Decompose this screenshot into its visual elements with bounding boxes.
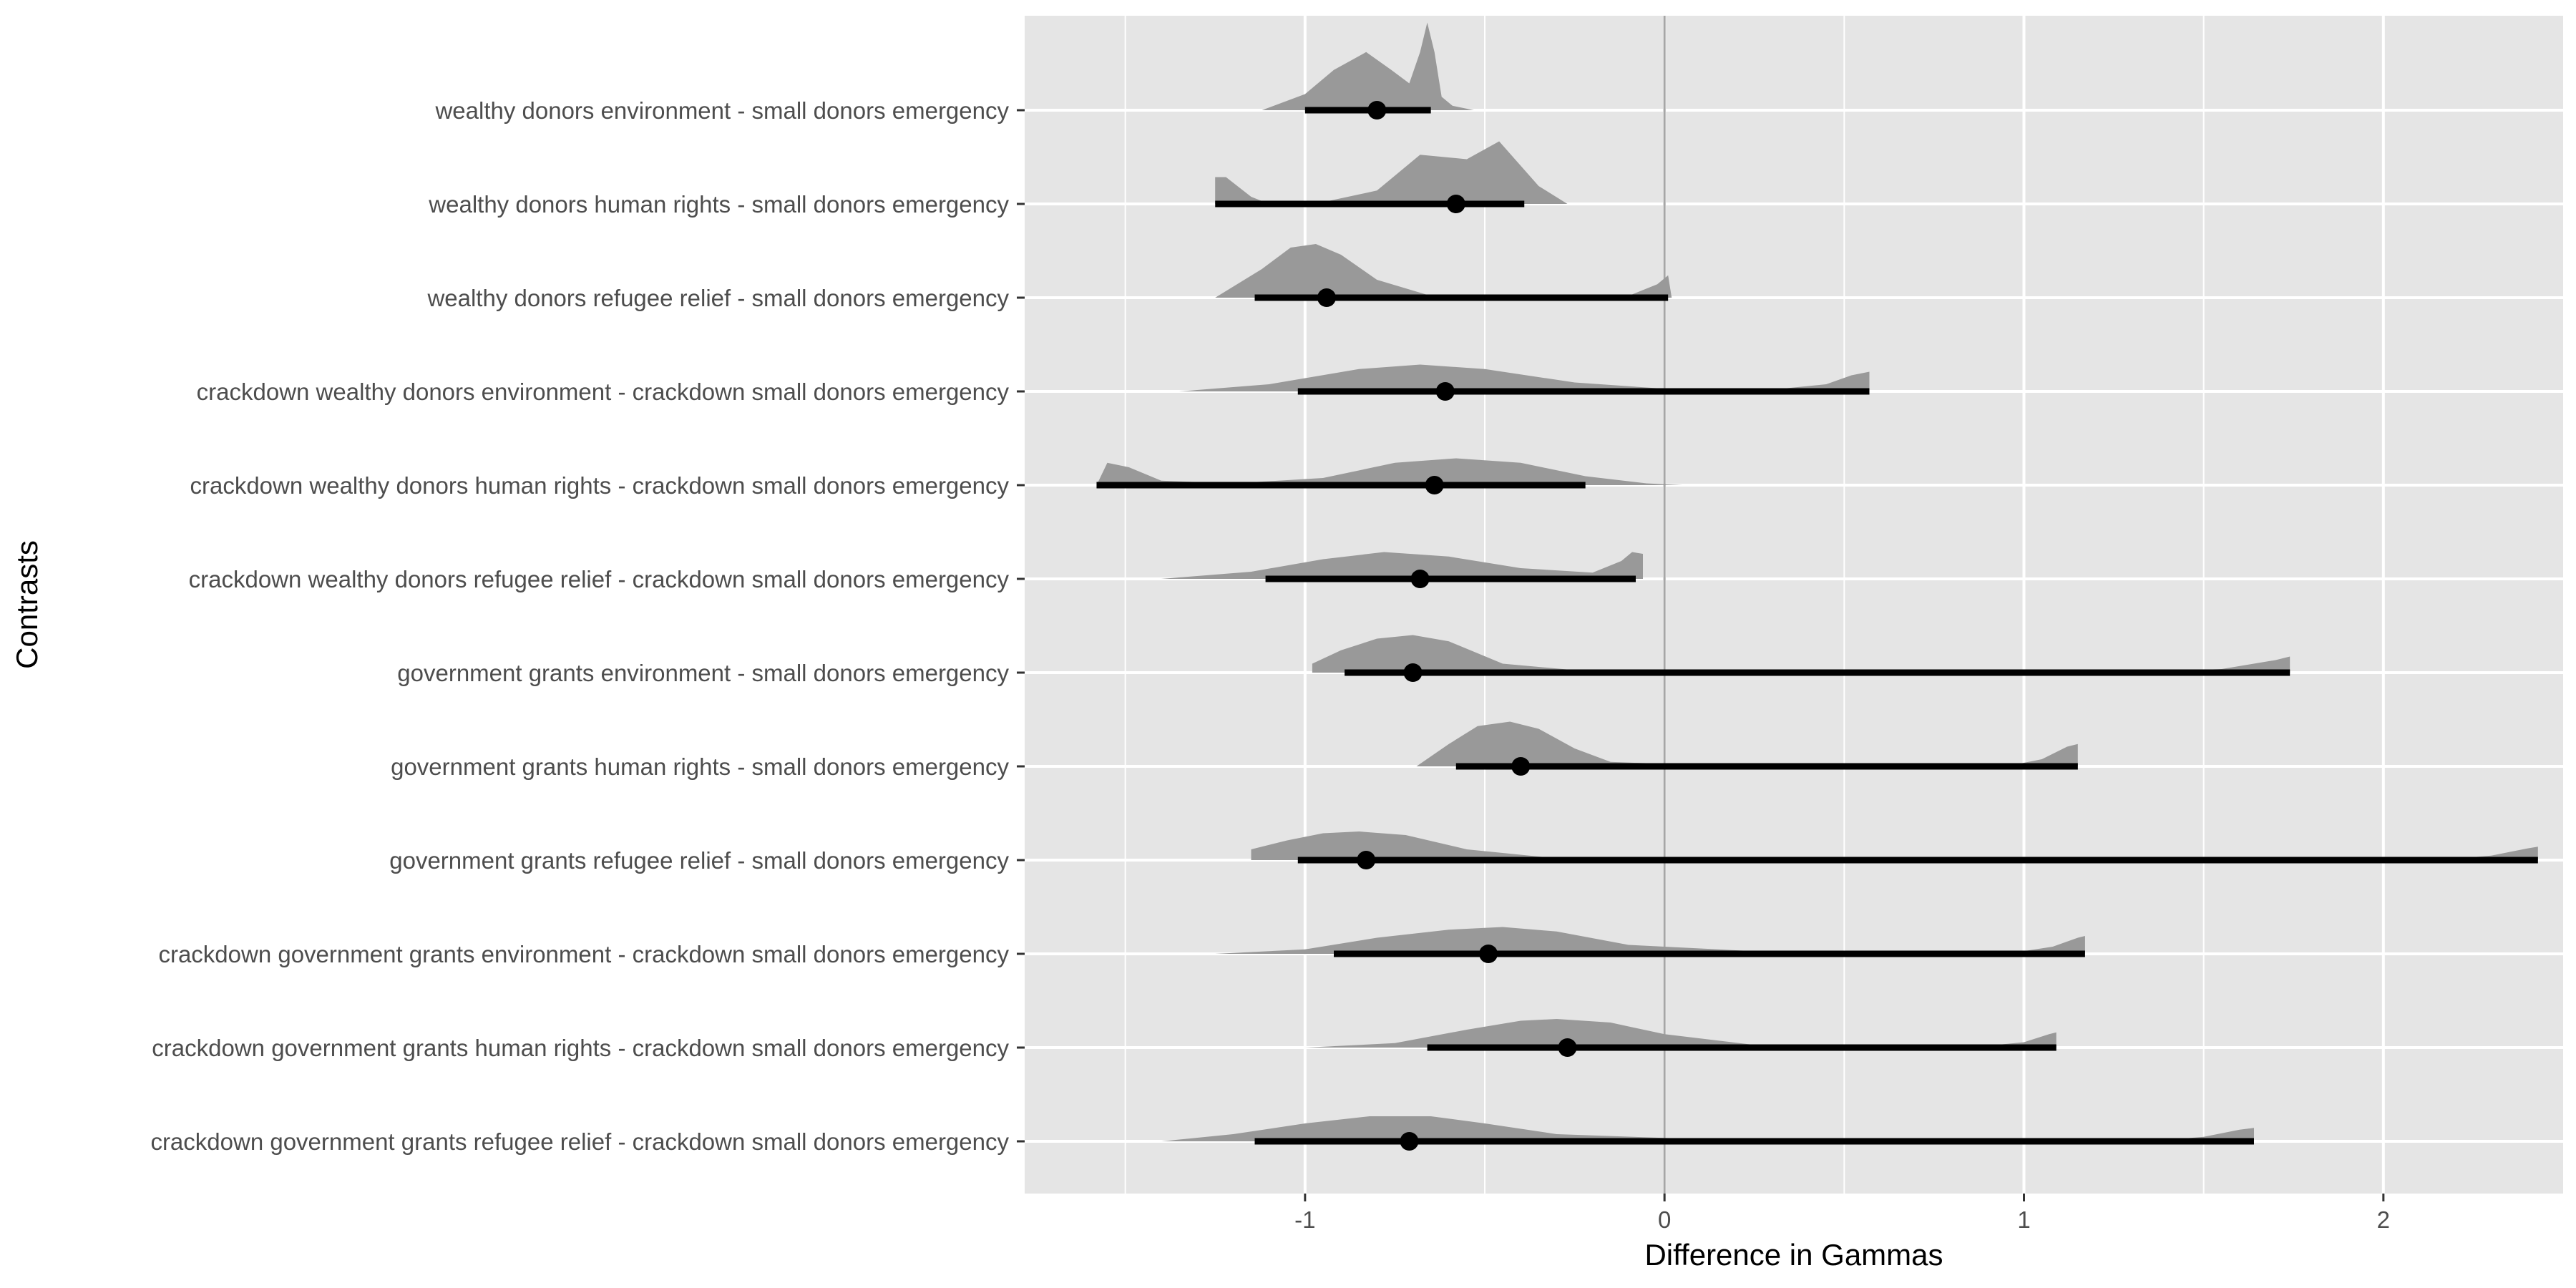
y-tick-label: crackdown government grants environment … bbox=[158, 941, 1009, 967]
point-estimate bbox=[1446, 195, 1465, 213]
interval-layer bbox=[1096, 107, 2538, 1145]
point-estimate bbox=[1317, 288, 1336, 307]
point-estimate bbox=[1435, 382, 1455, 401]
point-layer bbox=[1317, 101, 1577, 1151]
y-tick-label: crackdown government grants human rights… bbox=[152, 1035, 1009, 1061]
x-axis-ticks bbox=[1304, 1194, 2385, 1201]
x-tick-label: 2 bbox=[2377, 1206, 2390, 1233]
point-estimate bbox=[1410, 570, 1430, 588]
y-tick-label: wealthy donors refugee relief - small do… bbox=[426, 285, 1009, 311]
density-shape bbox=[1161, 552, 1643, 579]
y-axis-tick-labels: wealthy donors environment - small donor… bbox=[150, 97, 1009, 1155]
density-shape bbox=[1215, 927, 2085, 954]
y-tick-label: crackdown wealthy donors refugee relief … bbox=[189, 566, 1010, 592]
density-shape bbox=[1215, 244, 1672, 298]
y-tick-label: crackdown wealthy donors environment - c… bbox=[197, 379, 1010, 405]
x-tick-label: 0 bbox=[1658, 1206, 1671, 1233]
y-axis-ticks bbox=[1017, 109, 1025, 1143]
density-shape bbox=[1161, 1116, 2254, 1141]
point-estimate bbox=[1403, 663, 1423, 682]
density-shape bbox=[1096, 458, 1683, 485]
y-tick-label: crackdown government grants refugee reli… bbox=[150, 1128, 1009, 1155]
y-tick-label: government grants environment - small do… bbox=[397, 660, 1009, 686]
point-estimate bbox=[1400, 1132, 1419, 1151]
point-estimate bbox=[1479, 945, 1498, 963]
y-axis-title: Contrasts bbox=[10, 540, 44, 669]
point-estimate bbox=[1367, 101, 1387, 119]
y-tick-label: government grants human rights - small d… bbox=[391, 753, 1009, 780]
x-tick-label: 1 bbox=[2017, 1206, 2030, 1233]
density-layer bbox=[1096, 22, 2538, 1141]
point-estimate bbox=[1558, 1038, 1577, 1057]
x-axis-tick-labels: -1 0 1 2 bbox=[1294, 1206, 2390, 1233]
x-tick-label: -1 bbox=[1294, 1206, 1315, 1233]
plot-panel bbox=[1025, 16, 2563, 1194]
x-axis-title: Difference in Gammas bbox=[1644, 1238, 1943, 1272]
density-shape bbox=[1179, 364, 1870, 391]
point-estimate bbox=[1511, 757, 1531, 776]
y-tick-label: government grants refugee relief - small… bbox=[389, 847, 1009, 874]
y-tick-label: wealthy donors environment - small donor… bbox=[434, 97, 1009, 124]
y-tick-label: crackdown wealthy donors human rights - … bbox=[190, 472, 1009, 499]
point-estimate bbox=[1425, 476, 1444, 494]
density-shape bbox=[1215, 141, 1568, 204]
minor-gridlines bbox=[1124, 16, 2205, 1194]
point-estimate bbox=[1357, 851, 1376, 869]
density-shape bbox=[1304, 1019, 2057, 1048]
y-tick-label: wealthy donors human rights - small dono… bbox=[428, 191, 1009, 218]
density-shape bbox=[1416, 721, 2078, 766]
density-shape bbox=[1262, 22, 1474, 110]
